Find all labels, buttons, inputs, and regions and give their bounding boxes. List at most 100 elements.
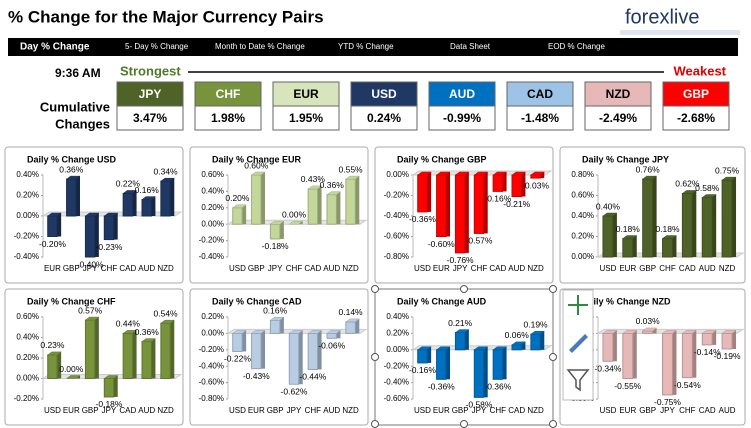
- y-tick-label: 0.60%: [16, 312, 39, 321]
- data-label: 0.75%: [715, 165, 740, 175]
- tab[interactable]: Data Sheet: [450, 42, 491, 51]
- data-label: -0.62%: [281, 386, 308, 396]
- bar-top: [231, 204, 247, 209]
- bar-side: [132, 190, 137, 216]
- bar: [721, 179, 733, 258]
- data-label: 0.60%: [244, 160, 269, 170]
- x-tick-label: USD: [414, 264, 431, 273]
- selection-handle[interactable]: [549, 420, 557, 428]
- bar: [417, 349, 428, 364]
- x-tick-label: GBP: [63, 264, 80, 273]
- selection-handle[interactable]: [460, 285, 468, 293]
- chart-frame: [374, 288, 554, 426]
- bar-side: [279, 317, 284, 334]
- tab[interactable]: Day % Change: [20, 42, 90, 53]
- bar-side: [427, 172, 432, 212]
- bar-top: [160, 177, 176, 182]
- chart-title: Daily % Change USD: [27, 154, 117, 164]
- x-tick-label: CHF: [490, 406, 507, 415]
- bar: [492, 349, 504, 380]
- bar: [160, 322, 171, 379]
- style-icon[interactable]: [569, 334, 588, 353]
- tab[interactable]: YTD % Change: [338, 42, 394, 51]
- selection-handle[interactable]: [549, 353, 557, 361]
- bar: [269, 223, 281, 240]
- x-tick-label: AUD: [719, 406, 736, 415]
- currency-change: 1.95%: [289, 111, 323, 125]
- chart: Daily % Change USD-0.40%-0.20%0.00%0.20%…: [4, 146, 184, 284]
- tab[interactable]: Month to Date % Change: [215, 42, 305, 51]
- data-label: 0.36%: [59, 164, 84, 174]
- filter-icon[interactable]: [566, 369, 590, 392]
- bar-top: [661, 330, 678, 334]
- bar-side: [170, 178, 175, 216]
- bar-side: [132, 330, 137, 379]
- bar-side: [446, 172, 450, 237]
- bar-side: [336, 330, 341, 339]
- selection-handle[interactable]: [371, 420, 379, 428]
- change-box: [428, 105, 496, 131]
- bar-side: [279, 221, 284, 239]
- bar-side: [672, 330, 677, 395]
- bar-top: [435, 346, 451, 351]
- data-label: 0.19%: [524, 319, 549, 329]
- y-tick-label: -0.40%: [384, 378, 409, 387]
- bar-side: [612, 330, 617, 362]
- bar-top: [416, 346, 432, 351]
- bar-side: [94, 317, 99, 379]
- bar: [454, 174, 466, 254]
- y-tick-label: 0.80%: [571, 170, 594, 179]
- x-tick-label: CHF: [471, 264, 488, 273]
- bar-top: [473, 346, 489, 351]
- chart-toolbar: [562, 289, 594, 401]
- selection-handle[interactable]: [549, 285, 557, 293]
- bar-top: [511, 171, 527, 176]
- bar: [473, 349, 485, 398]
- selection-handle[interactable]: [371, 285, 379, 293]
- summary: JPY 3.47% CHF 1.98% EUR 1.95% USD 0.24% AUD -0.99…: [116, 81, 730, 131]
- bar-top: [622, 235, 638, 239]
- bar-top: [46, 351, 62, 356]
- selection-handle[interactable]: [371, 353, 379, 361]
- data-label: 0.00%: [59, 364, 84, 374]
- row-label: Cumulative: [40, 99, 110, 114]
- bar: [662, 238, 673, 258]
- bar-side: [464, 329, 469, 350]
- x-tick-label: CHF: [286, 264, 303, 273]
- data-label: 0.21%: [448, 318, 473, 328]
- x-tick-label: CHF: [101, 264, 118, 273]
- data-label: -0.18%: [262, 241, 289, 251]
- bar-top: [345, 318, 361, 323]
- data-label: -0.19%: [714, 351, 741, 361]
- bar: [473, 174, 485, 234]
- bar-top: [141, 196, 157, 200]
- x-tick-label: CAD: [508, 406, 525, 415]
- bar: [84, 215, 96, 258]
- y-tick-label: -0.20%: [384, 191, 409, 200]
- tab[interactable]: 5- Day % Change: [125, 42, 189, 51]
- change-box: [350, 105, 418, 131]
- bar: [345, 321, 356, 334]
- chart-title: Daily % Change GBP: [397, 154, 487, 164]
- tab[interactable]: EOD % Change: [548, 42, 605, 51]
- bar-top: [511, 341, 527, 346]
- bar-top: [454, 171, 470, 176]
- bar: [141, 199, 152, 217]
- y-tick-label: -0.40%: [384, 211, 409, 220]
- bar: [288, 332, 300, 385]
- x-tick-label: AUD: [508, 264, 525, 273]
- bar-side: [692, 330, 697, 378]
- add-elements-icon[interactable]: [568, 295, 588, 315]
- y-tick-label: 0.20%: [386, 329, 409, 338]
- data-label: 0.43%: [301, 174, 326, 184]
- x-tick-label: EUR: [619, 264, 636, 273]
- x-tick-label: NZD: [342, 406, 359, 415]
- currency-box: [272, 81, 340, 107]
- change-box: [116, 105, 184, 131]
- y-tick-label: 0.20%: [201, 312, 224, 321]
- y-tick-label: 0.00%: [16, 374, 39, 383]
- y-tick-label: 0.00%: [571, 252, 594, 261]
- bar-top: [84, 212, 100, 217]
- selection-handle[interactable]: [460, 420, 468, 428]
- data-label: 0.20%: [225, 193, 250, 203]
